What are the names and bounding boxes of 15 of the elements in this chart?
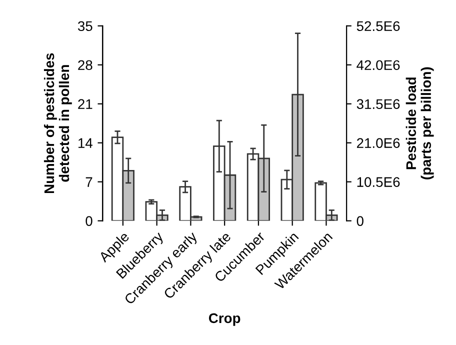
y-tick-label: 0 bbox=[86, 216, 92, 226]
y2-axis-title: Pesticide load (parts per billion) bbox=[406, 67, 434, 180]
y-axis-title: Number of pesticides detected in pollen bbox=[44, 53, 72, 194]
y-tick-label: 7 bbox=[86, 177, 92, 187]
y2-tick-label: 42.0E6 bbox=[356, 60, 400, 70]
y2-tick-label: 52.5E6 bbox=[356, 21, 400, 32]
y2-tick-label: 10.5E6 bbox=[357, 177, 400, 187]
y-tick-label: 14 bbox=[78, 138, 92, 148]
y2-tick-label: 31.5E6 bbox=[356, 99, 400, 110]
x-axis-title: Crop bbox=[208, 313, 240, 326]
y-tick-label: 35 bbox=[78, 21, 92, 32]
y2-tick-label: 21.0E6 bbox=[356, 138, 400, 148]
y-tick-label: 21 bbox=[78, 99, 92, 109]
y-tick-label: 28 bbox=[78, 60, 92, 70]
y2-tick-label: 0 bbox=[356, 216, 364, 226]
